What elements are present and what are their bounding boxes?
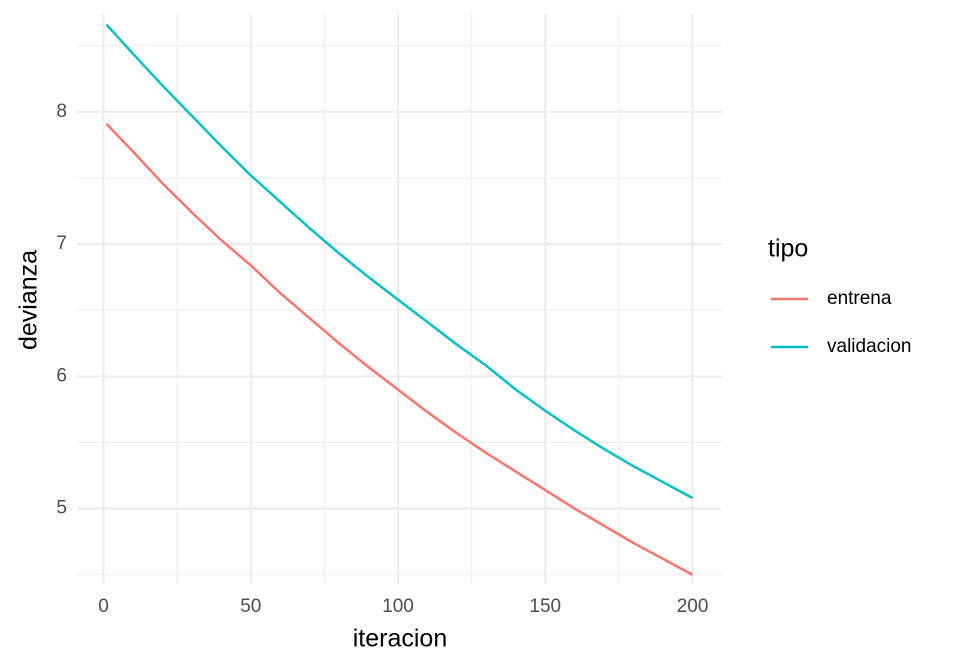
x-tick-label: 0 [98, 596, 109, 617]
data-line [105, 23, 694, 500]
y-tick-label: 7 [56, 233, 67, 254]
x-tick-label: 50 [240, 596, 261, 617]
y-axis-title: devianza [15, 250, 43, 350]
x-tick-label: 200 [677, 596, 709, 617]
data-line [105, 122, 694, 576]
x-tick-label: 100 [382, 596, 414, 617]
legend-label: validacion [827, 336, 912, 357]
legend-label: entrena [827, 288, 892, 309]
x-tick-label: 150 [529, 596, 561, 617]
y-tick-label: 6 [56, 365, 67, 386]
y-tick-label: 5 [56, 498, 67, 519]
x-axis-title: iteracion [353, 625, 448, 653]
legend-title: tipo [768, 235, 808, 263]
y-tick-label: 8 [56, 101, 67, 122]
